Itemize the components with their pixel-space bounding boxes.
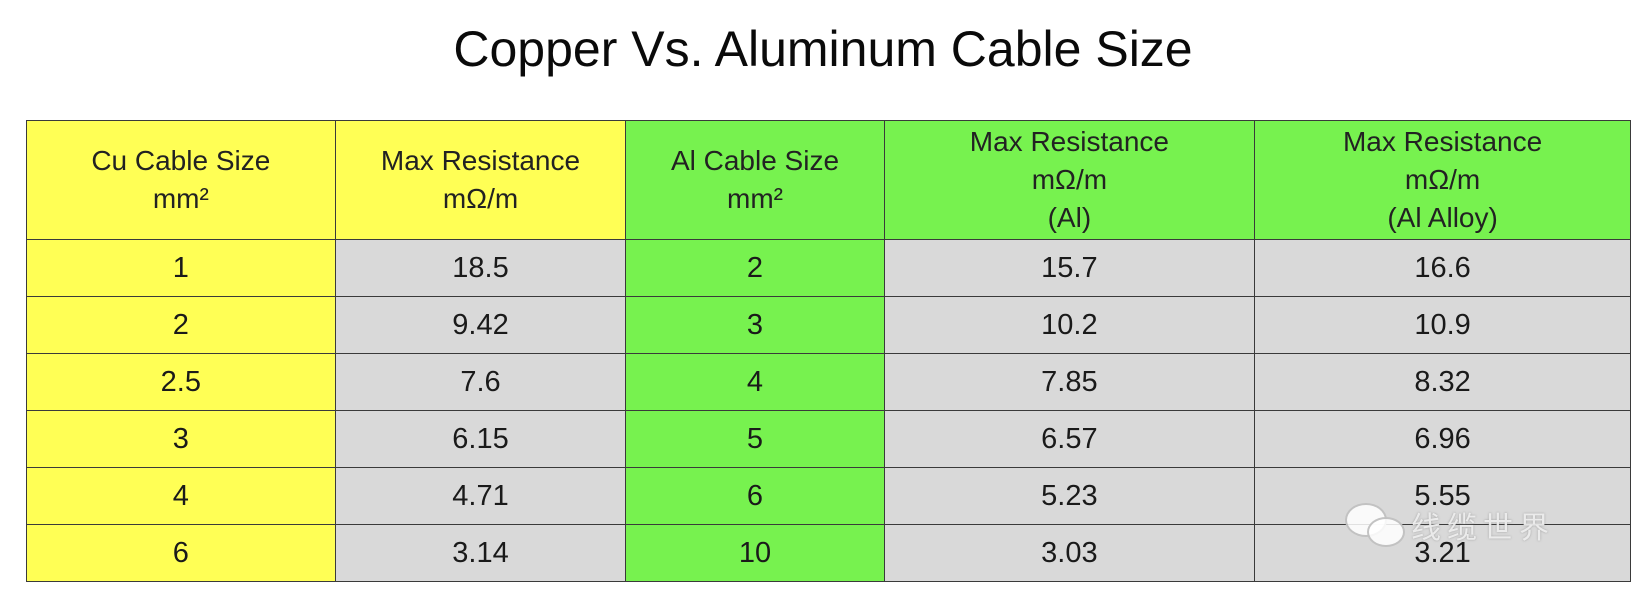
al-size-cell: 10 — [625, 524, 885, 582]
page-title: Copper Vs. Aluminum Cable Size — [453, 21, 1193, 77]
cu-resistance-cell: 3.14 — [334, 524, 627, 582]
al-size-cell: 5 — [625, 410, 885, 468]
al-size-cell: 3 — [625, 296, 885, 354]
cu-size-cell: 3 — [26, 410, 336, 468]
table-row: 2.5 7.6 4 7.85 8.32 — [26, 353, 1631, 411]
al-size-cell: 6 — [625, 467, 885, 525]
al-size-cell: 4 — [625, 353, 885, 411]
cu-resistance-cell: 18.5 — [334, 239, 627, 297]
header-al-alloy-max-resistance: Max Resistance mΩ/m (Al Alloy) — [1254, 120, 1631, 240]
cable-size-table: Cu Cable Size mm² Max Resistance mΩ/m Al… — [26, 120, 1631, 582]
al-alloy-resistance-cell: 10.9 — [1254, 296, 1631, 354]
table-row: 6 3.14 10 3.03 3.21 — [26, 524, 1631, 582]
al-resistance-cell: 6.57 — [883, 410, 1256, 468]
table-header-row: Cu Cable Size mm² Max Resistance mΩ/m Al… — [26, 120, 1631, 240]
cu-size-cell: 6 — [26, 524, 336, 582]
cu-resistance-cell: 9.42 — [334, 296, 627, 354]
header-cu-max-resistance: Max Resistance mΩ/m — [334, 120, 627, 240]
cu-size-cell: 2 — [26, 296, 336, 354]
table-row: 4 4.71 6 5.23 5.55 — [26, 467, 1631, 525]
al-resistance-cell: 5.23 — [883, 467, 1256, 525]
al-alloy-resistance-cell: 5.55 — [1254, 467, 1631, 525]
al-alloy-resistance-cell: 6.96 — [1254, 410, 1631, 468]
cu-resistance-cell: 7.6 — [334, 353, 627, 411]
al-alloy-resistance-cell: 8.32 — [1254, 353, 1631, 411]
table-row: 3 6.15 5 6.57 6.96 — [26, 410, 1631, 468]
cu-size-cell: 1 — [26, 239, 336, 297]
header-cu-cable-size: Cu Cable Size mm² — [26, 120, 336, 240]
al-resistance-cell: 10.2 — [883, 296, 1256, 354]
header-al-cable-size: Al Cable Size mm² — [625, 120, 885, 240]
table-row: 2 9.42 3 10.2 10.9 — [26, 296, 1631, 354]
al-resistance-cell: 15.7 — [883, 239, 1256, 297]
al-resistance-cell: 7.85 — [883, 353, 1256, 411]
cu-resistance-cell: 6.15 — [334, 410, 627, 468]
table-row: 1 18.5 2 15.7 16.6 — [26, 239, 1631, 297]
cu-resistance-cell: 4.71 — [334, 467, 627, 525]
al-alloy-resistance-cell: 3.21 — [1254, 524, 1631, 582]
header-al-max-resistance: Max Resistance mΩ/m (Al) — [883, 120, 1256, 240]
al-alloy-resistance-cell: 16.6 — [1254, 239, 1631, 297]
cu-size-cell: 2.5 — [26, 353, 336, 411]
al-size-cell: 2 — [625, 239, 885, 297]
al-resistance-cell: 3.03 — [883, 524, 1256, 582]
cu-size-cell: 4 — [26, 467, 336, 525]
